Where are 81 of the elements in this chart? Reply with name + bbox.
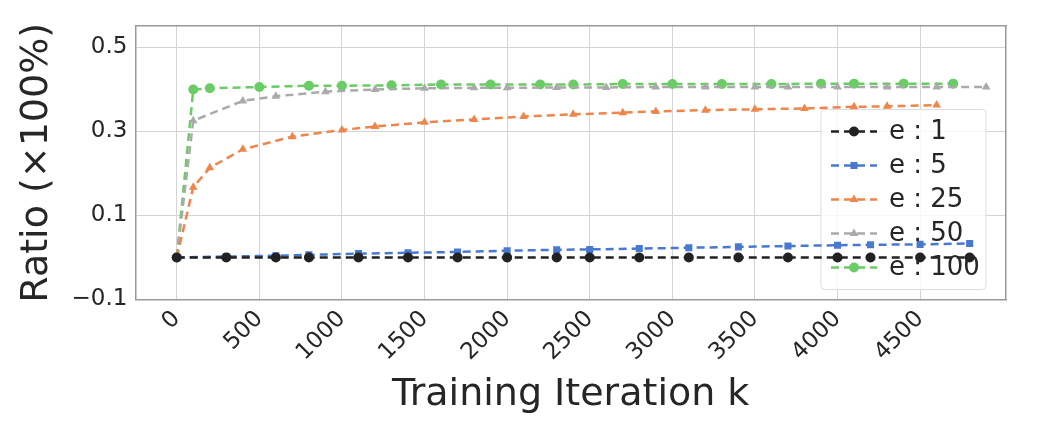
point <box>370 84 380 93</box>
y-axis-title: Ratio (×100%) <box>11 22 56 303</box>
point <box>635 245 643 253</box>
legend-label: e : 1 <box>889 115 947 146</box>
x-axis-title: Training Iteration k <box>391 370 750 415</box>
point <box>833 241 842 249</box>
point <box>701 82 710 90</box>
point <box>403 252 414 263</box>
point <box>303 80 314 91</box>
point <box>254 82 265 93</box>
point <box>716 79 727 90</box>
point <box>634 252 645 263</box>
point <box>353 252 364 263</box>
point <box>436 79 447 90</box>
point <box>469 82 479 91</box>
point <box>867 241 875 249</box>
point <box>849 101 859 110</box>
point <box>667 79 678 90</box>
point <box>833 82 842 90</box>
y-tick-label: 0.5 <box>90 32 128 59</box>
point <box>916 240 924 248</box>
point <box>932 82 941 90</box>
point <box>337 124 347 133</box>
point <box>782 252 793 263</box>
point <box>551 252 562 263</box>
point <box>733 252 744 263</box>
legend-label: e : 25 <box>889 183 964 214</box>
point <box>849 78 860 89</box>
point <box>188 182 198 190</box>
point <box>586 245 594 253</box>
point <box>370 121 380 130</box>
point <box>966 240 974 248</box>
point <box>584 252 595 263</box>
point <box>865 252 876 263</box>
point <box>651 106 661 114</box>
point <box>832 252 843 263</box>
point <box>238 95 248 104</box>
point <box>502 82 512 91</box>
point <box>204 83 215 94</box>
point <box>932 100 941 108</box>
point <box>552 82 562 90</box>
point <box>618 107 628 116</box>
point <box>734 243 742 251</box>
y-tick-label: 0.3 <box>90 116 128 143</box>
point <box>915 252 926 263</box>
point <box>188 84 199 95</box>
point <box>238 144 248 152</box>
point <box>336 80 347 91</box>
point <box>683 252 694 263</box>
point <box>701 105 710 113</box>
point <box>800 103 809 111</box>
point <box>783 82 793 90</box>
point <box>981 82 991 90</box>
x-tick-label: 500 <box>217 304 268 355</box>
point <box>750 82 760 90</box>
point <box>271 91 281 99</box>
point <box>502 252 513 263</box>
point <box>882 101 892 109</box>
legend-label: e : 50 <box>889 217 964 248</box>
x-tick-label: 0 <box>155 304 185 334</box>
point <box>420 117 429 125</box>
point <box>452 252 463 263</box>
point <box>188 115 198 124</box>
point <box>303 252 314 263</box>
point <box>750 104 760 112</box>
point <box>882 82 892 90</box>
point <box>553 246 561 254</box>
y-tick-label: 0.1 <box>90 200 128 227</box>
point <box>685 244 693 252</box>
point <box>288 131 297 140</box>
point <box>205 162 215 171</box>
y-tick-label: −0.1 <box>71 284 128 311</box>
point <box>568 109 578 117</box>
point <box>651 82 661 90</box>
point <box>784 242 792 250</box>
point <box>469 114 479 122</box>
legend-label: e : 5 <box>889 149 947 180</box>
point <box>519 111 528 119</box>
point <box>420 83 429 91</box>
point <box>321 86 330 95</box>
point <box>601 82 611 90</box>
